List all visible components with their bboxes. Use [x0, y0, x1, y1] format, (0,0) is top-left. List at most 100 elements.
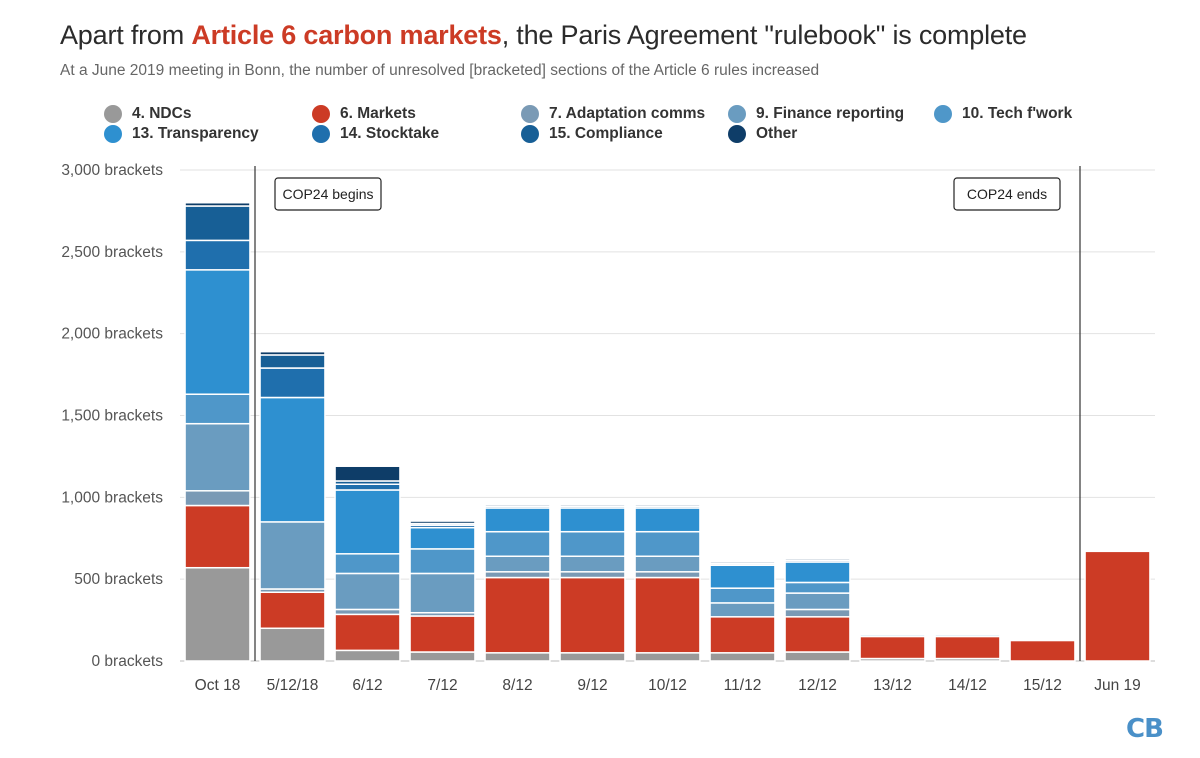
bar-segment [484, 555, 551, 573]
bar-segment [634, 507, 701, 533]
y-tick-label: 1,000 brackets [61, 489, 163, 506]
bar-segment [409, 548, 476, 575]
bar-segment [334, 489, 401, 555]
legend-item: 6. Markets [312, 104, 416, 124]
legend-item: 13. Transparency [104, 124, 259, 144]
bar-segment [484, 507, 551, 533]
legend-swatch [728, 105, 746, 123]
bar-segment [259, 591, 326, 630]
bar-segment [634, 571, 701, 579]
bar-segment [559, 507, 626, 533]
bar-segment [334, 483, 401, 491]
bar-segment [409, 572, 476, 614]
bar-segment [259, 396, 326, 523]
legend-label: 15. Compliance [549, 125, 663, 142]
bar-segment [784, 561, 851, 584]
x-tick-label: 11/12 [724, 677, 762, 694]
legend-swatch [934, 105, 952, 123]
bar-segment [334, 465, 401, 482]
bar-segment [559, 503, 626, 508]
bar-segment [409, 526, 476, 550]
bar-segment [634, 576, 701, 654]
bar-segment [709, 564, 776, 589]
title-prefix: Apart from [60, 20, 192, 50]
legend-swatch [312, 125, 330, 143]
legend-item: 14. Stocktake [312, 124, 439, 144]
bar-segment [409, 520, 476, 525]
bar-segment [184, 205, 251, 242]
legend-label: 4. NDCs [132, 105, 192, 122]
y-tick-label: 500 brackets [74, 571, 163, 588]
bar-segment [709, 616, 776, 654]
legend-label: 13. Transparency [132, 125, 259, 142]
bar-segment [634, 530, 701, 558]
y-tick-label: 2,000 brackets [61, 326, 163, 343]
bar-segment [784, 616, 851, 653]
bar-segment [559, 530, 626, 558]
legend-label: 7. Adaptation comms [549, 105, 706, 122]
legend-item: 7. Adaptation comms [521, 104, 705, 124]
bar-segment [784, 608, 851, 618]
chart-title: Apart from Article 6 carbon markets, the… [60, 20, 1027, 51]
carbon-brief-logo: CB [1126, 714, 1164, 744]
bar-segment [709, 561, 776, 565]
bar-segment [184, 566, 251, 662]
legend-swatch [521, 105, 539, 123]
x-tick-label: Jun 19 [1094, 677, 1141, 694]
title-suffix: , the Paris Agreement "rulebook" is comp… [501, 20, 1027, 50]
bar-segment [484, 503, 551, 508]
x-tick-label: 5/12/18 [267, 677, 319, 694]
bar-segment [934, 635, 1001, 660]
bar-segment [484, 571, 551, 579]
bar-segment [259, 367, 326, 399]
chart-subtitle: At a June 2019 meeting in Bonn, the numb… [60, 62, 820, 79]
bar-segment [484, 652, 551, 662]
x-tick-label: 7/12 [427, 677, 457, 694]
bar-segment [859, 632, 926, 635]
bar-segment [409, 651, 476, 662]
bar-segment [784, 581, 851, 594]
bar-segment [334, 649, 401, 662]
bar-segment [184, 504, 251, 569]
y-tick-label: 2,500 brackets [61, 244, 163, 261]
bar-segment [184, 269, 251, 395]
legend-label: 10. Tech f'work [962, 105, 1073, 122]
bar-segment [484, 576, 551, 654]
legend-label: 14. Stocktake [340, 125, 440, 142]
bar-segment [184, 393, 251, 425]
bar-segment [1084, 550, 1151, 662]
legend-swatch [104, 105, 122, 123]
x-tick-label: 13/12 [873, 677, 912, 694]
x-tick-label: 6/12 [352, 677, 382, 694]
x-tick-label: 12/12 [798, 677, 837, 694]
bar-segment [784, 592, 851, 611]
annotation-box [953, 177, 1061, 211]
x-tick-label: 8/12 [502, 677, 532, 694]
legend-label: 9. Finance reporting [756, 105, 905, 122]
bar-segment [634, 555, 701, 573]
legend-label: Other [756, 125, 798, 142]
bar-segment [484, 530, 551, 558]
y-tick-label: 3,000 brackets [61, 162, 163, 179]
legend-item: Other [728, 124, 797, 144]
bar-segment [184, 239, 251, 271]
bar-segment [259, 627, 326, 662]
x-tick-label: 14/12 [948, 677, 987, 694]
legend-swatch [521, 125, 539, 143]
bar-segment [634, 652, 701, 662]
y-tick-label: 1,500 brackets [61, 408, 163, 425]
legend-swatch [312, 105, 330, 123]
x-tick-label: Oct 18 [195, 677, 241, 694]
x-tick-label: 10/12 [648, 677, 687, 694]
x-tick-label: 9/12 [577, 677, 607, 694]
legend-swatch [104, 125, 122, 143]
bar-segment [1009, 639, 1076, 662]
bar-segment [184, 201, 251, 207]
bar-segment [259, 350, 326, 356]
bar-segment [634, 503, 701, 508]
title-highlight: Article 6 carbon markets [191, 20, 502, 50]
bar-segment [559, 652, 626, 662]
legend: 4. NDCs 6. Markets 7. Adaptation comms 9. F… [104, 104, 1164, 150]
y-tick-label: 0 brackets [91, 653, 163, 670]
